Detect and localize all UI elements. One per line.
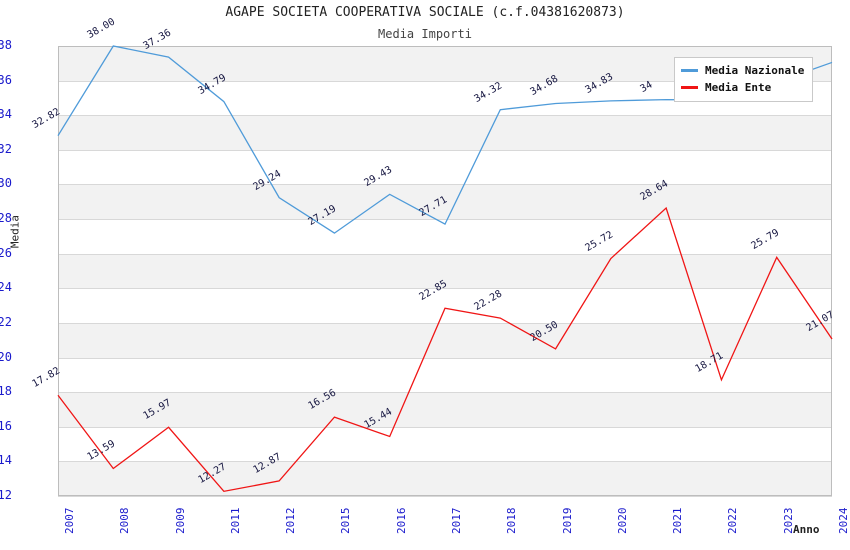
- x-axis-line: [58, 495, 832, 496]
- gridline: [58, 80, 832, 82]
- x-tick-label: 2019: [560, 507, 574, 535]
- gridline: [58, 115, 832, 117]
- y-axis-line: [58, 46, 59, 496]
- x-tick-label: 2016: [394, 507, 408, 535]
- chart-legend[interactable]: Media Nazionale Media Ente: [674, 57, 814, 102]
- x-tick-label: 2008: [118, 507, 132, 535]
- y-tick-label: 32: [0, 141, 12, 156]
- plot-bands: [58, 46, 832, 497]
- gridline: [58, 253, 832, 255]
- x-tick-label: 2007: [63, 507, 76, 535]
- plot-area: 32.82 38.00 37.36 34.79 29.24 27.19 29.43 27.71…: [31, 16, 836, 497]
- gridline: [58, 496, 832, 497]
- y-tick-label: 22: [0, 314, 12, 329]
- y-tick-label: 38: [0, 38, 12, 52]
- y-tick-label: 36: [0, 72, 12, 87]
- x-tick-label: 2020: [615, 507, 629, 535]
- x-tick-label: 2015: [339, 507, 353, 535]
- plot-top-border: [58, 46, 832, 47]
- gridline: [58, 426, 832, 428]
- gridline: [58, 184, 832, 186]
- legend-item[interactable]: Media Ente: [681, 79, 804, 96]
- y-tick-label: 26: [0, 245, 12, 260]
- x-tick-label: 2011: [228, 507, 242, 535]
- legend-label: Media Nazionale: [705, 64, 805, 77]
- gridline: [58, 461, 832, 463]
- plot-band: [58, 392, 832, 427]
- x-tick-label: 2009: [173, 507, 187, 535]
- y-tick-label: 20: [0, 349, 12, 364]
- plot-band: [58, 322, 832, 358]
- plot-band: [58, 184, 832, 220]
- y-tick-label: 24: [0, 280, 12, 295]
- plot-right-border: [831, 46, 832, 496]
- gridline: [58, 288, 832, 290]
- x-axis-title: Anno: [793, 523, 820, 536]
- legend-color-swatch: [681, 86, 698, 89]
- plot-band: [58, 461, 832, 496]
- x-tick-label: 2021: [671, 507, 685, 535]
- series-lines: [57, 45, 833, 493]
- y-tick-label: 14: [0, 453, 12, 468]
- legend-item[interactable]: Media Nazionale: [681, 62, 804, 79]
- x-tick-label: 2017: [450, 507, 463, 535]
- x-tick-label: 2022: [726, 507, 740, 535]
- gridline: [58, 392, 832, 394]
- series-line: [57, 206, 833, 493]
- x-tick-label: 2024: [837, 507, 850, 535]
- x-tick-label: 2012: [284, 507, 298, 535]
- gridline: [58, 149, 832, 151]
- legend-label: Media Ente: [705, 81, 772, 94]
- legend-color-swatch: [681, 69, 698, 72]
- gridline: [58, 322, 832, 324]
- x-tick-label: 2018: [505, 507, 519, 535]
- y-tick-label: 12: [0, 488, 12, 502]
- gridline: [58, 357, 832, 359]
- y-tick-label: 16: [0, 418, 12, 433]
- y-tick-label: 30: [0, 176, 12, 191]
- gridline: [58, 219, 832, 221]
- y-tick-label: 18: [0, 384, 12, 399]
- chart-title: AGAPE SOCIETA COOPERATIVA SOCIALE (c.f.0…: [225, 5, 625, 20]
- chart-subtitle: Media Importi: [378, 27, 472, 41]
- plot-band: [58, 253, 832, 289]
- plot-band: [58, 115, 832, 150]
- y-tick-label: 34: [0, 107, 12, 122]
- y-tick-label: 28: [0, 211, 12, 226]
